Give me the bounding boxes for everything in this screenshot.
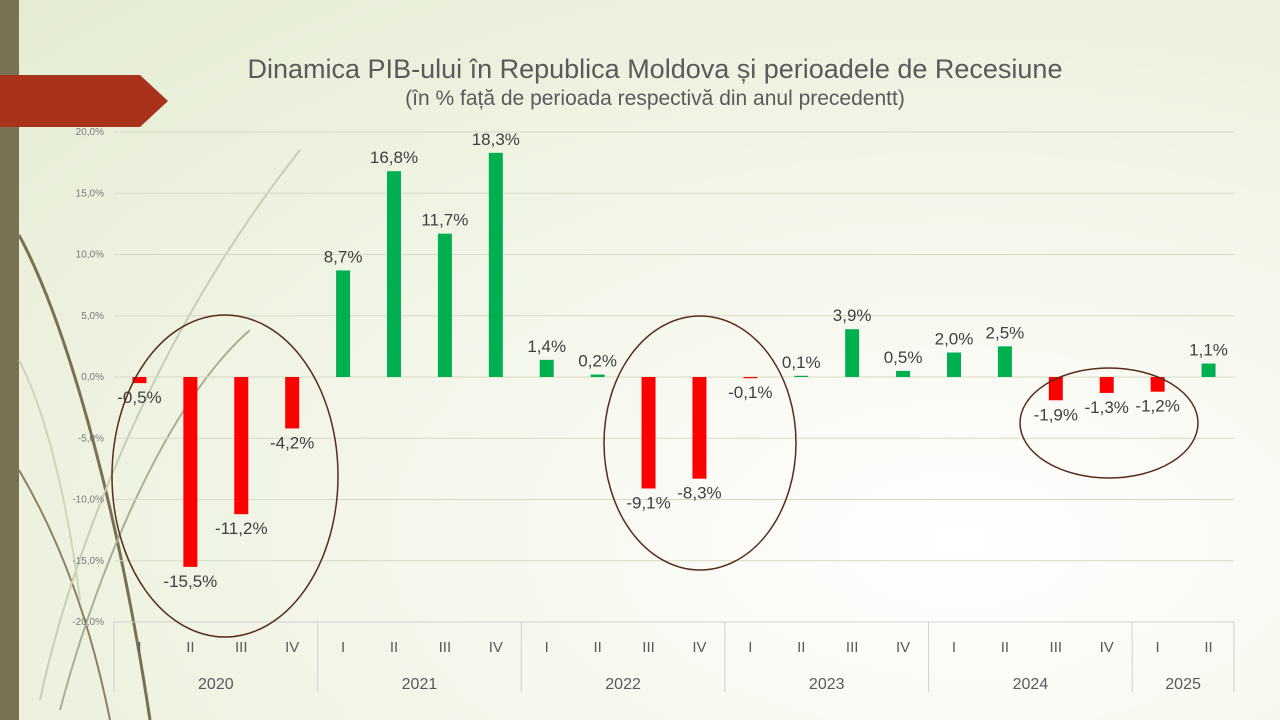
data-label: 0,2%	[578, 352, 617, 371]
bar	[488, 152, 503, 377]
bar	[285, 377, 300, 429]
y-tick-label: -20,0%	[72, 617, 104, 628]
data-label: -4,2%	[270, 433, 314, 452]
bar	[387, 171, 401, 377]
left-decorative-band	[0, 0, 19, 720]
chart-title: Dinamica PIB-ului în Republica Moldova ș…	[247, 54, 1063, 84]
x-group-label: 2025	[1165, 676, 1201, 693]
bar	[896, 370, 911, 377]
y-tick-label: 15,0%	[76, 188, 104, 199]
grid-lines	[114, 131, 1234, 623]
data-labels: -0,5%-15,5%-11,2%-4,2%8,7%16,8%11,7%18,3…	[117, 130, 1228, 591]
bar	[743, 377, 758, 379]
y-tick-label: -5,0%	[78, 433, 104, 444]
recession-ellipses	[111, 314, 1199, 638]
bar	[641, 377, 656, 489]
x-tick-label: I	[1156, 639, 1160, 656]
x-tick-label: III	[642, 639, 655, 656]
y-tick-label: 20,0%	[76, 127, 104, 138]
x-tick-label: II	[593, 639, 601, 656]
bar	[590, 374, 605, 377]
data-label: 1,1%	[1189, 341, 1228, 360]
bar	[1048, 377, 1063, 401]
recession-ellipse-2022	[603, 315, 797, 571]
data-label: -15,5%	[163, 572, 217, 591]
y-tick-label: 10,0%	[76, 250, 104, 261]
bar	[845, 329, 860, 377]
bars	[132, 152, 1216, 567]
x-group-label: 2020	[198, 676, 234, 693]
x-tick-label: I	[545, 639, 549, 656]
data-label: -8,3%	[677, 484, 721, 503]
y-axis-ticks: 20,0% 15,0% 10,0% 5,0% 0,0% -5,0% -10,0% -15,0%…	[72, 127, 104, 628]
x-tick-label: II	[1204, 639, 1212, 656]
x-tick-label: IV	[896, 639, 910, 656]
data-label: 2,5%	[986, 323, 1025, 342]
x-tick-label: IV	[692, 639, 706, 656]
data-label: 18,3%	[472, 130, 520, 149]
data-label: 0,5%	[884, 348, 923, 367]
data-label: 2,0%	[935, 330, 974, 349]
data-label: -11,2%	[215, 519, 268, 538]
recession-ellipse-2020	[111, 314, 339, 638]
x-tick-label: IV	[285, 639, 299, 656]
recession-ellipse-2024	[1019, 367, 1199, 479]
x-tick-label: I	[748, 639, 752, 656]
data-label: 8,7%	[324, 247, 363, 266]
x-tick-label: IV	[1100, 639, 1114, 656]
data-label: 11,7%	[421, 211, 468, 230]
x-tick-label: III	[235, 639, 248, 656]
bar	[183, 377, 198, 567]
chart-subtitle: (în % față de perioada respectivă din an…	[405, 87, 905, 110]
x-tick-label: I	[952, 639, 956, 656]
data-label: -1,9%	[1034, 405, 1078, 424]
bar	[692, 377, 707, 479]
x-tick-label: II	[797, 639, 805, 656]
bar	[132, 377, 147, 384]
x-tick-label: III	[439, 639, 452, 656]
data-label: -0,1%	[728, 383, 772, 402]
bar	[1099, 377, 1114, 393]
x-tick-label: II	[186, 639, 194, 656]
bar	[437, 233, 452, 377]
y-tick-label: 0,0%	[81, 372, 104, 383]
bar	[794, 375, 809, 377]
x-tick-label: II	[1001, 639, 1009, 656]
data-label: -1,2%	[1135, 397, 1179, 416]
data-label: 16,8%	[370, 148, 418, 167]
y-tick-label: -15,0%	[72, 556, 104, 567]
bar	[1201, 363, 1216, 377]
x-tick-label: III	[1050, 639, 1063, 656]
x-tick-label: I	[341, 639, 345, 656]
bar	[336, 270, 351, 377]
title-ribbon	[0, 75, 168, 127]
bar	[997, 346, 1012, 377]
x-axis: I II III IV I II III IV I II III IV I II III IV I II III IV…	[113, 621, 1235, 693]
x-group-label: 2022	[605, 676, 641, 693]
x-tick-label: IV	[489, 639, 503, 656]
data-label: -9,1%	[626, 493, 670, 512]
bar	[234, 377, 249, 515]
x-group-label: 2023	[809, 676, 845, 693]
bar	[1150, 377, 1165, 392]
data-label: 1,4%	[527, 337, 566, 356]
decorative-swirl-lines	[17, 149, 301, 720]
bar	[947, 352, 961, 377]
data-label: 0,1%	[782, 353, 821, 372]
x-tick-label: III	[846, 639, 859, 656]
data-label: 3,9%	[833, 306, 872, 325]
y-tick-label: -10,0%	[72, 495, 104, 506]
x-group-label: 2021	[402, 676, 438, 693]
y-tick-label: 5,0%	[81, 311, 104, 322]
data-label: -1,3%	[1085, 398, 1129, 417]
title-block: Dinamica PIB-ului în Republica Moldova ș…	[0, 52, 1280, 112]
x-group-label: 2024	[1013, 676, 1049, 693]
x-tick-label: I	[137, 639, 141, 656]
x-tick-label: II	[390, 639, 398, 656]
bar	[539, 359, 554, 377]
